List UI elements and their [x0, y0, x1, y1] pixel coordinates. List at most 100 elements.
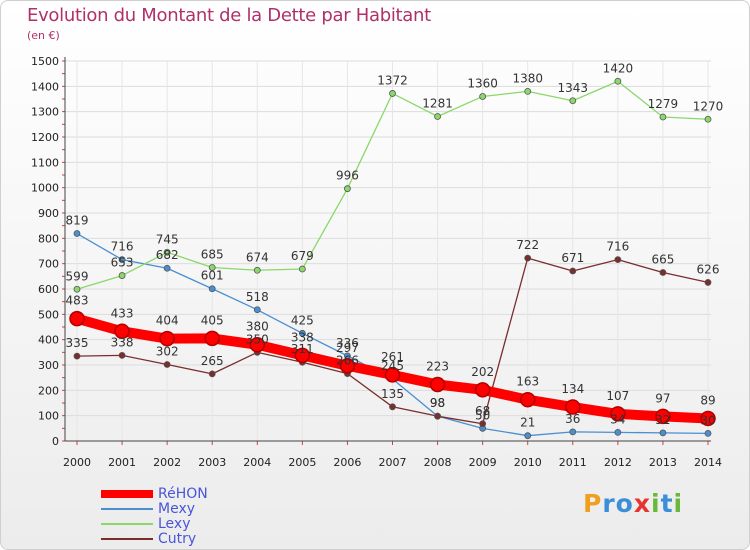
- data-point: [163, 361, 171, 368]
- legend-swatch: [101, 538, 153, 540]
- data-point: [519, 391, 536, 408]
- data-label: 682: [156, 248, 179, 262]
- data-label: 50: [475, 408, 490, 422]
- data-label: 30: [700, 413, 715, 427]
- legend-item-lexy: Lexy: [101, 516, 281, 532]
- y-tick-label: 100: [38, 410, 59, 423]
- data-label: 599: [66, 269, 89, 283]
- data-label: 405: [201, 313, 224, 327]
- data-point: [208, 264, 216, 271]
- legend-label: Mexy: [158, 501, 196, 517]
- data-point: [339, 358, 356, 374]
- data-label: 1372: [377, 73, 408, 87]
- data-label: 34: [610, 412, 625, 426]
- data-point: [159, 330, 175, 347]
- data-point: [384, 367, 401, 383]
- data-point: [569, 97, 577, 105]
- data-point: [69, 310, 85, 327]
- y-tick-label: 500: [38, 308, 59, 321]
- data-label: 223: [426, 360, 449, 374]
- data-label: 819: [66, 214, 89, 228]
- data-label: 626: [697, 262, 720, 276]
- data-point: [389, 403, 396, 411]
- data-label: 36: [565, 412, 580, 426]
- logo-letter: t: [660, 489, 674, 518]
- data-label: 665: [651, 253, 674, 267]
- legend: RéHON Mexy Lexy Cutry: [101, 486, 281, 547]
- data-point: [659, 429, 667, 437]
- data-point: [298, 265, 306, 273]
- logo-letter: i: [651, 489, 661, 518]
- data-point: [429, 376, 446, 393]
- data-point: [204, 330, 220, 347]
- data-label: 653: [111, 256, 134, 270]
- data-label: 68: [475, 404, 490, 418]
- x-tick-label: 2002: [153, 456, 181, 469]
- x-tick-label: 2009: [469, 456, 497, 469]
- x-tick-label: 2014: [694, 456, 722, 469]
- data-labels: 483 433 404 405 380 338 297 261 223 202 163 134 107 9…: [66, 61, 724, 429]
- legend-label: Cutry: [158, 531, 197, 547]
- legend-item-réhon: RéHON: [101, 486, 281, 502]
- data-label: 679: [291, 249, 314, 263]
- y-tick-label: 1100: [31, 156, 59, 169]
- data-label: 302: [156, 344, 179, 358]
- legend-swatch: [101, 508, 153, 510]
- legend-item-cutry: Cutry: [101, 531, 281, 547]
- legend-swatch: [101, 523, 153, 525]
- data-label: 1420: [603, 61, 634, 75]
- data-point: [659, 113, 667, 121]
- line-chart: 0 100 200 300 400 500 600 700 800 900 1000 1100 1200…: [31, 55, 724, 469]
- data-point: [655, 408, 671, 425]
- data-label: 266: [336, 354, 359, 368]
- data-point: [118, 272, 126, 279]
- data-label: 380: [246, 320, 269, 334]
- data-point: [614, 428, 622, 436]
- data-point: [73, 352, 81, 360]
- data-label: 350: [246, 332, 269, 346]
- data-label: 335: [66, 336, 89, 350]
- x-tick-label: 2001: [108, 456, 136, 469]
- data-point: [163, 248, 171, 256]
- data-point: [569, 428, 577, 436]
- data-label: 202: [471, 365, 494, 379]
- series: [69, 77, 716, 440]
- x-tick-label: 2005: [288, 456, 316, 469]
- data-label: 107: [606, 389, 629, 403]
- data-label: 297: [336, 341, 359, 355]
- proxiti-logo: Proxiti: [583, 489, 683, 518]
- data-point: [253, 266, 261, 274]
- data-label: 98: [430, 396, 445, 410]
- y-tick-label: 1300: [31, 106, 59, 119]
- data-point: [704, 279, 712, 286]
- x-tick-label: 2013: [649, 456, 677, 469]
- logo-letter: x: [633, 489, 651, 518]
- legend-item-mexy: Mexy: [101, 501, 281, 517]
- y-tick-label: 300: [38, 359, 59, 372]
- data-label: 245: [381, 359, 404, 373]
- data-point: [73, 230, 81, 237]
- data-label: 336: [336, 336, 359, 350]
- x-tick-label: 2008: [424, 456, 452, 469]
- x-tick-label: 2004: [243, 456, 271, 469]
- data-point: [704, 429, 712, 437]
- data-label: 21: [520, 416, 535, 430]
- data-point: [73, 285, 81, 293]
- logo-letter: r: [602, 489, 616, 518]
- legend-label: RéHON: [158, 486, 208, 502]
- data-label: 601: [201, 269, 224, 283]
- data-label: 716: [606, 240, 629, 254]
- data-point: [163, 264, 171, 272]
- data-label: 483: [66, 294, 89, 308]
- data-point: [614, 77, 622, 85]
- data-point: [524, 254, 532, 262]
- data-point: [249, 336, 266, 353]
- y-tick-label: 700: [38, 258, 59, 271]
- legend-label: Lexy: [158, 516, 191, 532]
- data-label: 716: [111, 240, 134, 254]
- data-label: 1380: [512, 71, 543, 85]
- x-tick-label: 2010: [514, 456, 542, 469]
- legend-swatch: [101, 490, 153, 498]
- data-label: 98: [430, 396, 445, 410]
- data-point: [389, 90, 396, 97]
